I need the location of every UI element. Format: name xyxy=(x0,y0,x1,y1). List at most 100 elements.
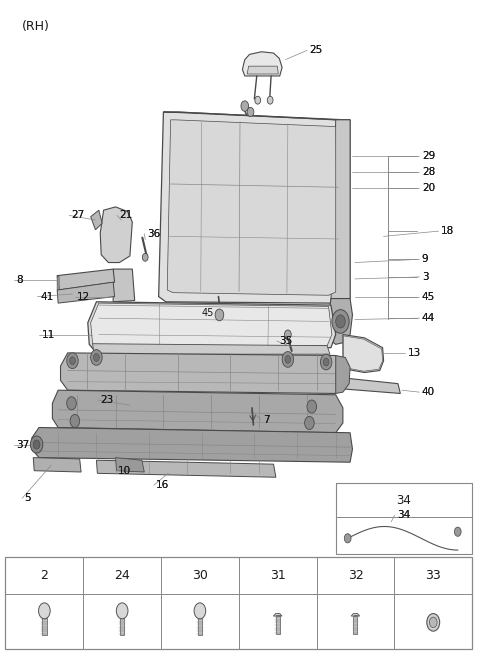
Polygon shape xyxy=(113,269,135,302)
Text: 20: 20 xyxy=(422,183,435,193)
Text: 18: 18 xyxy=(441,226,454,236)
Text: 10: 10 xyxy=(118,466,131,476)
Text: 7: 7 xyxy=(263,415,270,424)
Text: 44: 44 xyxy=(422,313,435,323)
Polygon shape xyxy=(163,112,350,120)
Polygon shape xyxy=(60,353,344,394)
Text: 24: 24 xyxy=(114,569,130,582)
Polygon shape xyxy=(274,613,282,616)
Text: 30: 30 xyxy=(192,569,208,582)
Text: 29: 29 xyxy=(422,152,435,161)
Polygon shape xyxy=(317,375,400,394)
Circle shape xyxy=(321,354,332,370)
Circle shape xyxy=(427,613,440,631)
Polygon shape xyxy=(167,120,336,295)
Text: 34: 34 xyxy=(396,493,411,506)
Circle shape xyxy=(332,310,349,333)
Polygon shape xyxy=(353,616,358,634)
Polygon shape xyxy=(158,112,350,303)
Circle shape xyxy=(305,417,314,430)
Text: 31: 31 xyxy=(270,569,286,582)
Text: 10: 10 xyxy=(118,466,131,476)
Bar xyxy=(5,557,472,649)
Circle shape xyxy=(143,253,148,261)
Polygon shape xyxy=(343,336,383,371)
Polygon shape xyxy=(32,428,352,462)
Polygon shape xyxy=(327,298,352,344)
Text: 44: 44 xyxy=(422,313,435,323)
Text: 13: 13 xyxy=(408,348,421,358)
Text: 35: 35 xyxy=(279,336,292,346)
Polygon shape xyxy=(33,458,81,472)
Text: 34: 34 xyxy=(397,510,410,520)
Text: 36: 36 xyxy=(147,229,160,239)
Text: 35: 35 xyxy=(279,336,292,346)
Circle shape xyxy=(323,358,329,366)
Polygon shape xyxy=(96,461,276,478)
Polygon shape xyxy=(42,618,47,635)
Text: 5: 5 xyxy=(24,493,31,503)
Polygon shape xyxy=(276,616,280,634)
Text: 20: 20 xyxy=(422,183,435,193)
Circle shape xyxy=(455,527,461,537)
Circle shape xyxy=(91,350,102,365)
Circle shape xyxy=(344,534,351,543)
Polygon shape xyxy=(336,356,350,394)
Polygon shape xyxy=(116,458,144,472)
Text: 18: 18 xyxy=(441,226,454,236)
Text: 13: 13 xyxy=(408,348,421,358)
Polygon shape xyxy=(198,618,202,635)
Text: 9: 9 xyxy=(422,255,429,264)
Text: 2: 2 xyxy=(40,569,48,582)
Polygon shape xyxy=(343,335,384,373)
Text: 12: 12 xyxy=(77,291,91,302)
Circle shape xyxy=(285,330,291,339)
Circle shape xyxy=(241,101,249,112)
Text: 25: 25 xyxy=(310,45,323,56)
Text: 32: 32 xyxy=(348,569,363,582)
Text: 21: 21 xyxy=(120,211,132,220)
Text: 40: 40 xyxy=(422,387,435,397)
Circle shape xyxy=(116,603,128,619)
Polygon shape xyxy=(91,210,102,230)
Circle shape xyxy=(282,352,294,367)
Text: 8: 8 xyxy=(16,276,23,285)
Text: 40: 40 xyxy=(422,387,435,397)
Text: 23: 23 xyxy=(100,395,113,405)
Circle shape xyxy=(336,315,345,328)
Text: 7: 7 xyxy=(263,415,270,424)
Text: 45: 45 xyxy=(422,291,435,302)
Circle shape xyxy=(33,440,40,449)
Circle shape xyxy=(194,603,206,619)
Polygon shape xyxy=(88,302,336,353)
Text: 21: 21 xyxy=(120,211,132,220)
Text: 34: 34 xyxy=(397,510,410,520)
Text: 8: 8 xyxy=(16,276,23,285)
Circle shape xyxy=(67,353,78,369)
Circle shape xyxy=(67,397,76,410)
Text: 16: 16 xyxy=(156,480,169,490)
Text: 37: 37 xyxy=(16,440,29,449)
Text: 5: 5 xyxy=(24,493,31,503)
Text: 16: 16 xyxy=(156,480,169,490)
Text: 3: 3 xyxy=(422,272,429,282)
Text: 27: 27 xyxy=(72,211,85,220)
Circle shape xyxy=(285,356,291,363)
Text: 41: 41 xyxy=(40,291,53,302)
Circle shape xyxy=(247,108,254,117)
Text: 29: 29 xyxy=(422,152,435,161)
Polygon shape xyxy=(57,276,59,291)
Text: 25: 25 xyxy=(310,45,323,56)
Polygon shape xyxy=(93,344,330,354)
Text: 11: 11 xyxy=(41,329,55,340)
Circle shape xyxy=(38,603,50,619)
Polygon shape xyxy=(120,618,124,635)
Circle shape xyxy=(70,357,75,365)
Text: 41: 41 xyxy=(40,291,53,302)
Polygon shape xyxy=(52,390,343,433)
Bar xyxy=(336,483,472,554)
Polygon shape xyxy=(57,282,115,303)
Polygon shape xyxy=(57,269,115,290)
Polygon shape xyxy=(100,207,132,262)
Circle shape xyxy=(255,96,261,104)
